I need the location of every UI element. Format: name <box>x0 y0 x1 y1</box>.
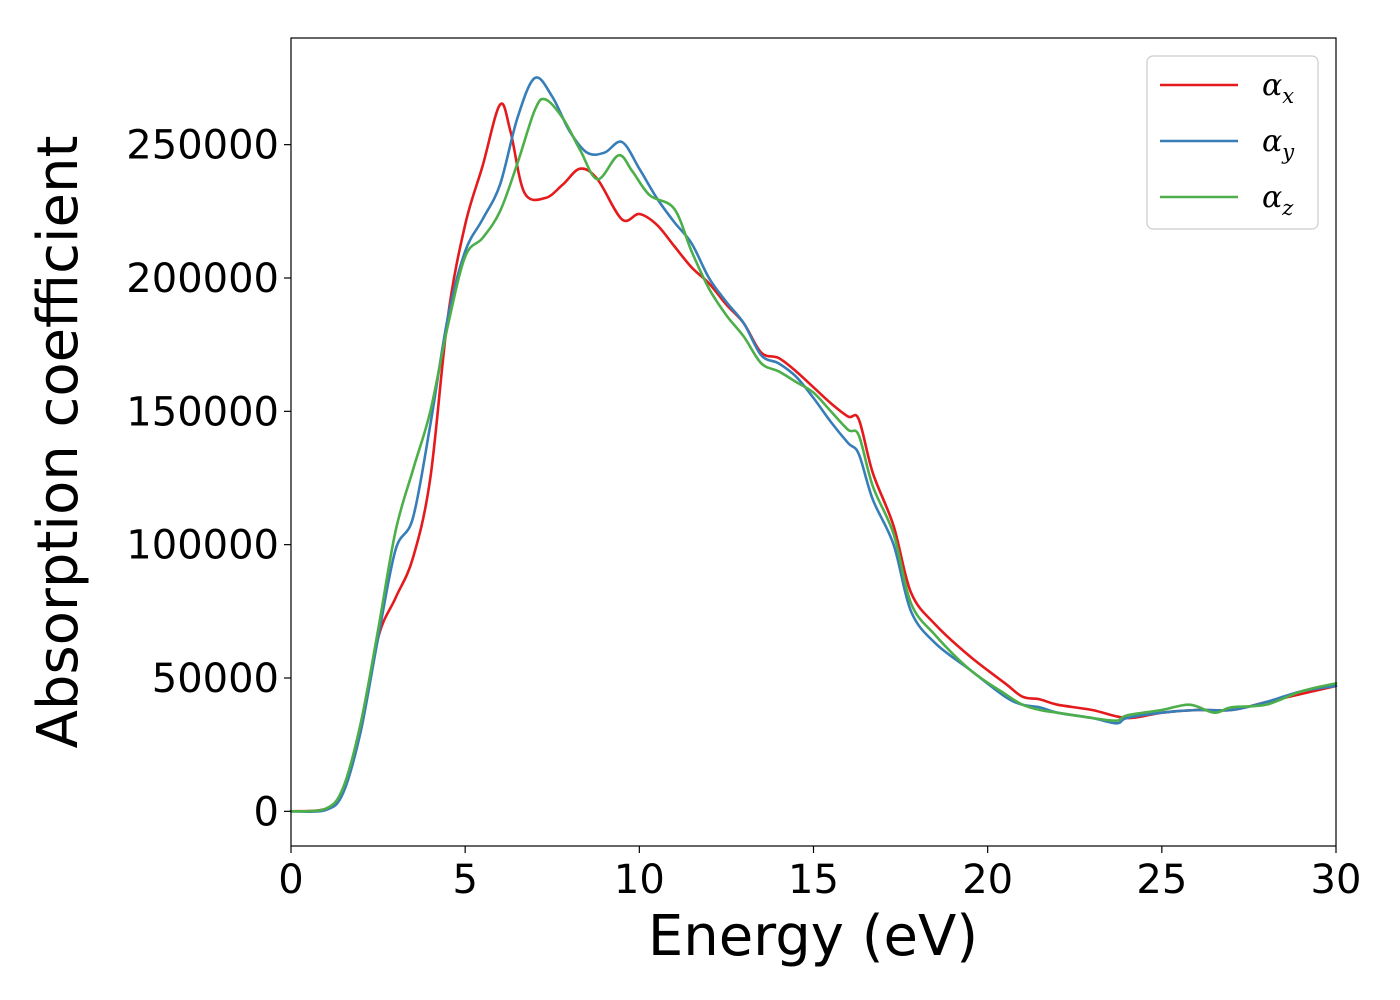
legend-label-base: α <box>1262 68 1282 103</box>
series-line-x <box>289 102 1338 813</box>
series-layer <box>289 76 1338 814</box>
y-axis-ticks: 0 50000 100000 150000 200000 250000 <box>126 123 291 835</box>
legend-label-subscript: y <box>1281 140 1295 164</box>
x-axis-ticks: 0 5 10 15 20 25 30 <box>278 846 1361 903</box>
x-tick-label: 10 <box>614 857 665 903</box>
y-tick-label: 200000 <box>126 256 279 302</box>
x-tick-label: 5 <box>452 857 477 903</box>
legend-box <box>1146 55 1319 230</box>
legend-label-z: αz <box>1262 180 1294 220</box>
y-axis-label: Absorption coefficient <box>26 136 91 749</box>
legend-label-y: αy <box>1262 124 1295 164</box>
legend-label-base: α <box>1262 124 1282 159</box>
y-tick-label: 0 <box>254 789 279 835</box>
y-tick-label: 150000 <box>126 389 279 435</box>
x-tick-label: 15 <box>788 857 839 903</box>
y-tick-label: 250000 <box>126 123 279 169</box>
y-tick-label: 50000 <box>152 656 279 702</box>
x-axis-label: Energy (eV) <box>648 904 978 969</box>
legend-label-x: αx <box>1262 68 1294 108</box>
x-tick-label: 20 <box>962 857 1013 903</box>
x-tick-label: 30 <box>1311 857 1362 903</box>
legend-label-subscript: x <box>1282 84 1294 108</box>
series-line-z <box>289 97 1338 813</box>
y-tick-label: 100000 <box>126 523 279 569</box>
x-tick-label: 25 <box>1136 857 1187 903</box>
x-tick-label: 0 <box>278 857 303 903</box>
legend-label-subscript: z <box>1281 196 1294 220</box>
legend-label-base: α <box>1262 180 1282 215</box>
